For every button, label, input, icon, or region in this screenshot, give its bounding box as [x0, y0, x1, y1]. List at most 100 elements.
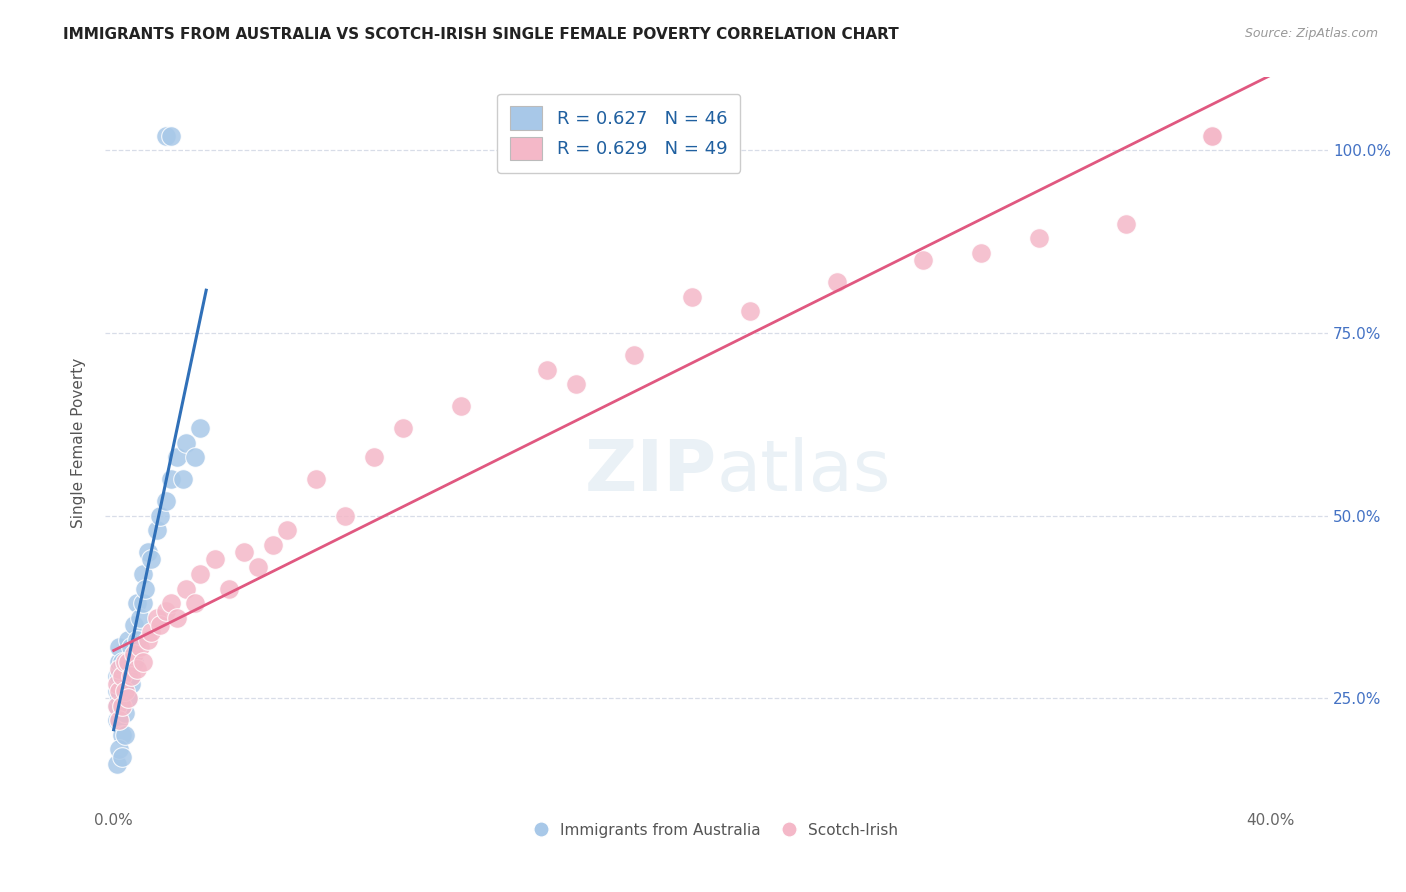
Point — [122, 618, 145, 632]
Point — [738, 304, 761, 318]
Point — [125, 662, 148, 676]
Point — [623, 348, 645, 362]
Point — [117, 632, 139, 647]
Point — [1028, 231, 1050, 245]
Point — [262, 538, 284, 552]
Point — [305, 472, 328, 486]
Point — [122, 648, 145, 662]
Point — [117, 669, 139, 683]
Point — [1201, 128, 1223, 143]
Point — [970, 245, 993, 260]
Point — [149, 618, 172, 632]
Point — [138, 545, 160, 559]
Point — [105, 676, 128, 690]
Point — [247, 559, 270, 574]
Text: ZIP: ZIP — [585, 437, 717, 507]
Point — [190, 567, 212, 582]
Point — [105, 698, 128, 713]
Point — [190, 421, 212, 435]
Point — [117, 655, 139, 669]
Point — [1115, 217, 1137, 231]
Point — [565, 377, 588, 392]
Point — [105, 713, 128, 727]
Point — [117, 691, 139, 706]
Point — [108, 669, 131, 683]
Point — [120, 640, 142, 654]
Point — [108, 662, 131, 676]
Point — [131, 596, 153, 610]
Point — [105, 698, 128, 713]
Text: Source: ZipAtlas.com: Source: ZipAtlas.com — [1244, 27, 1378, 40]
Point — [111, 728, 134, 742]
Point — [166, 450, 188, 465]
Text: IMMIGRANTS FROM AUSTRALIA VS SCOTCH-IRISH SINGLE FEMALE POVERTY CORRELATION CHAR: IMMIGRANTS FROM AUSTRALIA VS SCOTCH-IRIS… — [63, 27, 898, 42]
Point — [536, 362, 558, 376]
Point — [218, 582, 240, 596]
Point — [108, 640, 131, 654]
Legend: Immigrants from Australia, Scotch-Irish: Immigrants from Australia, Scotch-Irish — [529, 817, 904, 844]
Point — [174, 582, 197, 596]
Point — [174, 435, 197, 450]
Point — [105, 756, 128, 771]
Point — [122, 655, 145, 669]
Point — [105, 684, 128, 698]
Point — [333, 508, 356, 523]
Point — [125, 632, 148, 647]
Point — [825, 275, 848, 289]
Point — [111, 655, 134, 669]
Text: atlas: atlas — [717, 437, 891, 507]
Point — [114, 662, 136, 676]
Point — [166, 611, 188, 625]
Point — [363, 450, 385, 465]
Point — [128, 611, 150, 625]
Point — [160, 128, 183, 143]
Point — [172, 472, 194, 486]
Point — [105, 669, 128, 683]
Point — [128, 640, 150, 654]
Point — [131, 567, 153, 582]
Point — [131, 655, 153, 669]
Point — [160, 596, 183, 610]
Point — [120, 669, 142, 683]
Point — [111, 698, 134, 713]
Point — [155, 494, 177, 508]
Point — [146, 611, 169, 625]
Point — [125, 596, 148, 610]
Point — [392, 421, 415, 435]
Point — [120, 676, 142, 690]
Point — [117, 691, 139, 706]
Point — [114, 655, 136, 669]
Point — [183, 450, 205, 465]
Point — [155, 128, 177, 143]
Point — [138, 632, 160, 647]
Point — [1201, 128, 1223, 143]
Point — [114, 684, 136, 698]
Point — [108, 691, 131, 706]
Point — [114, 706, 136, 720]
Point — [108, 742, 131, 756]
Point — [183, 596, 205, 610]
Point — [149, 508, 172, 523]
Point — [108, 684, 131, 698]
Y-axis label: Single Female Poverty: Single Female Poverty — [72, 358, 86, 528]
Point — [114, 728, 136, 742]
Point — [912, 252, 935, 267]
Point — [111, 749, 134, 764]
Point — [111, 698, 134, 713]
Point — [450, 399, 472, 413]
Point — [134, 582, 156, 596]
Point — [141, 552, 163, 566]
Point — [232, 545, 254, 559]
Point — [276, 523, 298, 537]
Point — [160, 472, 183, 486]
Point — [108, 655, 131, 669]
Point — [111, 669, 134, 683]
Point — [141, 625, 163, 640]
Point — [111, 676, 134, 690]
Point — [108, 713, 131, 727]
Point — [681, 289, 703, 303]
Point — [146, 523, 169, 537]
Point — [155, 603, 177, 617]
Point — [204, 552, 226, 566]
Point — [108, 713, 131, 727]
